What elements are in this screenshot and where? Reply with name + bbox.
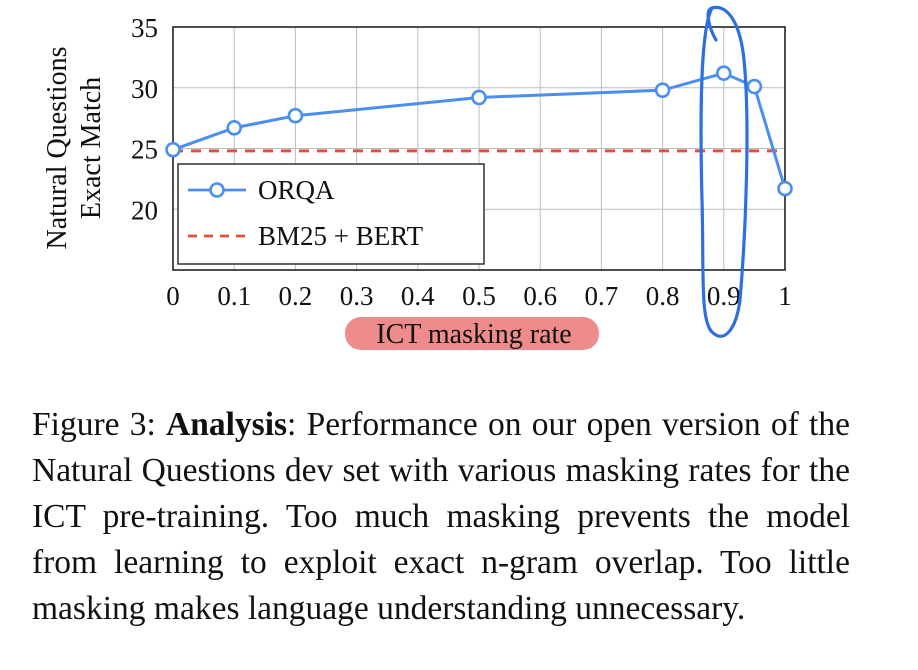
x-tick-label: 0.2 — [279, 281, 313, 311]
x-tick-label: 1 — [778, 281, 792, 311]
x-tick-label: 0.5 — [462, 281, 496, 311]
y-tick-label: 35 — [131, 13, 158, 43]
x-axis-title: ICT masking rate — [376, 319, 571, 350]
series-layer — [165, 65, 793, 197]
caption-body: : Performance on our open version of the… — [32, 406, 850, 627]
figure-caption: Figure 3: Analysis: Performance on our o… — [32, 402, 850, 632]
x-tick-label: 0.1 — [217, 281, 251, 311]
legend: ORQA BM25 + BERT — [177, 163, 485, 265]
x-tick-labels: 0 0.1 0.2 0.3 0.4 0.5 0.6 0.7 0.8 0.9 1 — [166, 281, 792, 311]
y-axis-title-line-2: Exact Match — [76, 77, 107, 219]
data-point-orqa — [287, 107, 304, 124]
x-tick-label: 0.9 — [707, 281, 741, 311]
y-tick-label: 20 — [131, 195, 158, 225]
y-axis-title-line-1: Natural Questions — [42, 47, 73, 250]
data-point-orqa — [471, 89, 487, 106]
data-point-orqa — [746, 78, 763, 95]
legend-orqa-marker — [209, 182, 225, 198]
legend-orqa-label: ORQA — [258, 175, 335, 205]
line-chart: 20 25 30 35 0 0.1 0.2 0.3 0.4 0.5 0.6 0.7 0.8 0.9 1 O… — [42, 5, 793, 350]
data-point-orqa — [715, 65, 732, 81]
data-point-orqa — [777, 180, 793, 197]
y-tick-label: 25 — [131, 135, 158, 165]
x-tick-label: 0.3 — [340, 281, 374, 311]
data-point-orqa — [165, 141, 181, 158]
handdrawn-ellipse-annotation — [699, 5, 749, 338]
data-point-orqa — [226, 120, 242, 136]
x-tick-label: 0.8 — [646, 281, 680, 311]
legend-bm25-label: BM25 + BERT — [258, 221, 424, 251]
x-tick-label: 0.7 — [585, 281, 619, 311]
x-tick-label: 0.6 — [523, 281, 557, 311]
y-tick-labels: 20 25 30 35 — [131, 13, 158, 225]
caption-figure-label: Figure 3: — [32, 406, 167, 443]
x-tick-label: 0 — [166, 281, 180, 311]
y-tick-label: 30 — [131, 74, 158, 104]
data-point-orqa — [654, 82, 671, 98]
xlabel-highlight — [345, 317, 599, 350]
x-tick-label: 0.4 — [401, 281, 435, 311]
caption-bold-title: Analysis — [166, 406, 288, 443]
legend-box — [177, 163, 485, 265]
y-axis-title: Natural Questions Exact Match — [42, 47, 107, 250]
